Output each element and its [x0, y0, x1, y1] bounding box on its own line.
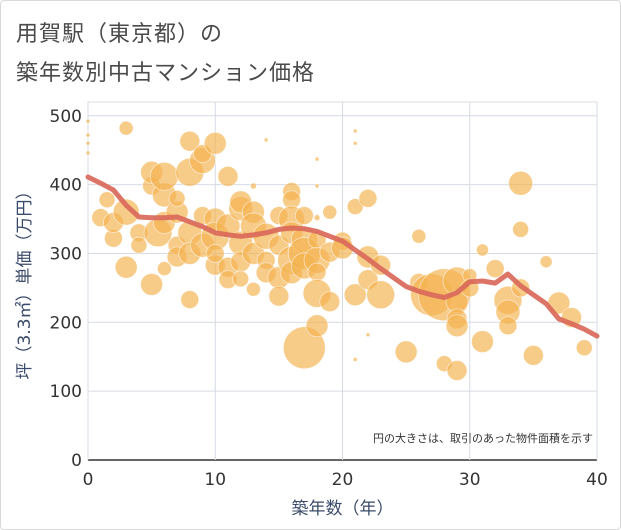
y-tick-label: 400 — [50, 176, 82, 196]
data-bubble — [98, 191, 116, 209]
data-bubble — [294, 206, 314, 225]
bubble-size-note: 円の大きさは、取引のあった物件面積を示す — [373, 431, 593, 445]
data-bubble — [203, 131, 227, 155]
data-bubble — [268, 285, 290, 307]
data-bubble — [246, 281, 261, 297]
data-bubble — [343, 283, 367, 307]
data-bubble — [118, 120, 134, 136]
data-bubble — [319, 291, 341, 313]
data-bubble — [85, 150, 91, 156]
y-tick-label: 100 — [50, 382, 82, 402]
trend-line — [85, 174, 600, 339]
y-tick-label: 500 — [50, 107, 82, 127]
data-bubble — [512, 220, 530, 238]
y-tick-label: 0 — [71, 451, 82, 471]
data-bubble — [446, 360, 468, 381]
data-bubble — [205, 244, 225, 263]
x-axis-label: 築年数（年） — [292, 499, 394, 519]
data-bubble — [85, 140, 91, 146]
data-bubble — [305, 314, 329, 338]
data-bubble — [411, 228, 427, 244]
data-bubble — [263, 137, 269, 143]
data-bubble — [114, 255, 138, 279]
data-bubble — [85, 118, 91, 124]
axis-ticks: 0 100 200 300 400 500 0 10 20 30 40 — [50, 107, 608, 490]
data-bubble — [168, 189, 186, 207]
data-bubble — [445, 314, 469, 338]
data-bubble — [313, 214, 321, 222]
data-bubble — [476, 243, 489, 257]
data-bubble — [282, 326, 326, 370]
data-bubble — [307, 262, 327, 282]
data-bubble — [498, 316, 518, 336]
data-bubble — [130, 236, 148, 254]
data-bubble — [156, 261, 172, 277]
data-bubble — [232, 270, 250, 288]
x-tick-label: 30 — [459, 470, 481, 490]
data-bubble — [352, 140, 358, 146]
data-bubble — [85, 132, 91, 138]
data-bubble — [508, 170, 534, 196]
data-bubble — [352, 357, 358, 362]
data-bubble — [217, 165, 239, 187]
data-bubble — [366, 280, 396, 310]
x-tick-label: 0 — [83, 470, 94, 490]
data-bubble — [358, 188, 378, 208]
x-tick-label: 10 — [204, 470, 226, 490]
data-bubble — [471, 330, 494, 353]
data-bubble — [365, 332, 371, 338]
data-bubble — [485, 259, 505, 279]
data-bubble — [180, 290, 200, 309]
chart-title-line2: 築年数別中古マンション価格 — [16, 61, 316, 86]
x-tick-label: 40 — [586, 470, 608, 490]
data-bubble — [140, 273, 164, 296]
data-bubble — [352, 128, 358, 134]
data-bubble — [346, 198, 364, 216]
data-bubble — [250, 182, 257, 190]
data-bubble — [314, 156, 320, 162]
data-bubble — [314, 183, 320, 189]
data-bubble — [149, 161, 179, 191]
chart-title-line1: 用賀駅（東京都）の — [16, 22, 224, 47]
x-tick-label: 20 — [332, 470, 354, 490]
data-bubble — [539, 255, 553, 269]
data-bubble — [179, 130, 201, 152]
data-bubble — [575, 339, 593, 357]
data-bubble — [522, 344, 544, 366]
y-axis-label: 坪（3.3㎡）単価（万円） — [15, 182, 35, 379]
data-bubble — [112, 198, 140, 226]
data-bubble — [322, 204, 338, 220]
y-tick-label: 300 — [50, 244, 82, 264]
y-tick-label: 200 — [50, 313, 82, 333]
data-bubble — [394, 340, 418, 364]
